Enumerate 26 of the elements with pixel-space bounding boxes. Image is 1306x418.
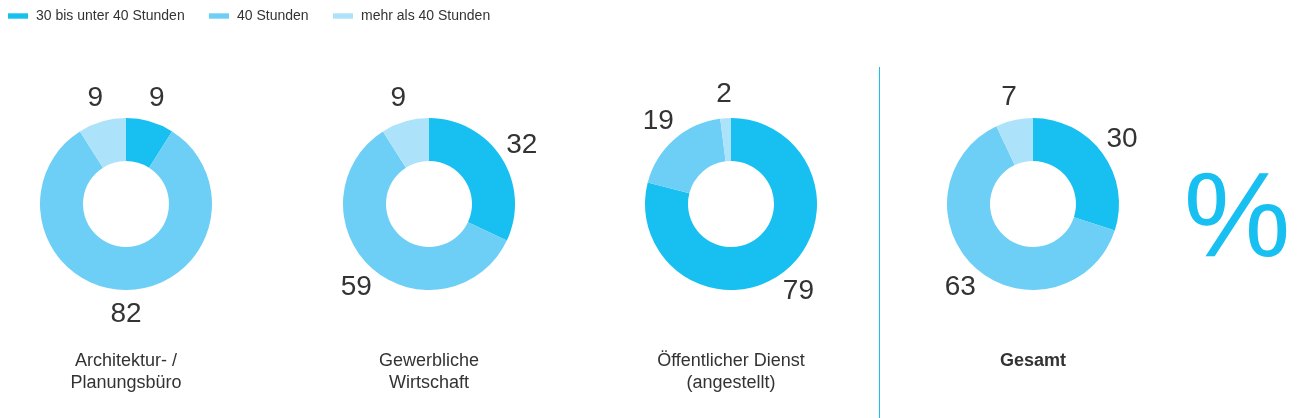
data-label: 79: [782, 273, 814, 305]
donut-slice: [126, 118, 173, 168]
donut-slice: [720, 118, 731, 162]
data-label: 82: [110, 297, 142, 328]
donut-slice: [40, 131, 212, 290]
data-label: 9: [390, 81, 407, 113]
donut-slice: [996, 118, 1033, 166]
legend-label: mehr als 40 Stunden: [361, 7, 491, 23]
data-label: 9: [148, 81, 165, 113]
data-label: 7: [1001, 79, 1017, 111]
donut-slice: [382, 118, 429, 168]
data-label: 59: [340, 269, 372, 301]
data-label: 63: [944, 269, 976, 301]
data-label: 9: [87, 81, 104, 113]
legend-label: 30 bis unter 40 Stunden: [36, 7, 185, 23]
legend-label: 40 Stunden: [237, 7, 309, 23]
text: Architektur- / Planungsbüro: [70, 350, 182, 392]
text: Gewerbliche Wirtschaft: [378, 350, 480, 392]
text: Öffentlicher Dienst (angestellt): [657, 350, 805, 392]
data-label: 30: [1106, 122, 1138, 154]
data-label: 19: [642, 104, 674, 136]
data-label: 2: [716, 77, 732, 109]
text: Gesamt: [999, 350, 1067, 370]
data-label: 32: [506, 128, 538, 160]
text: %: [1183, 147, 1291, 281]
donut-slice: [79, 118, 126, 168]
